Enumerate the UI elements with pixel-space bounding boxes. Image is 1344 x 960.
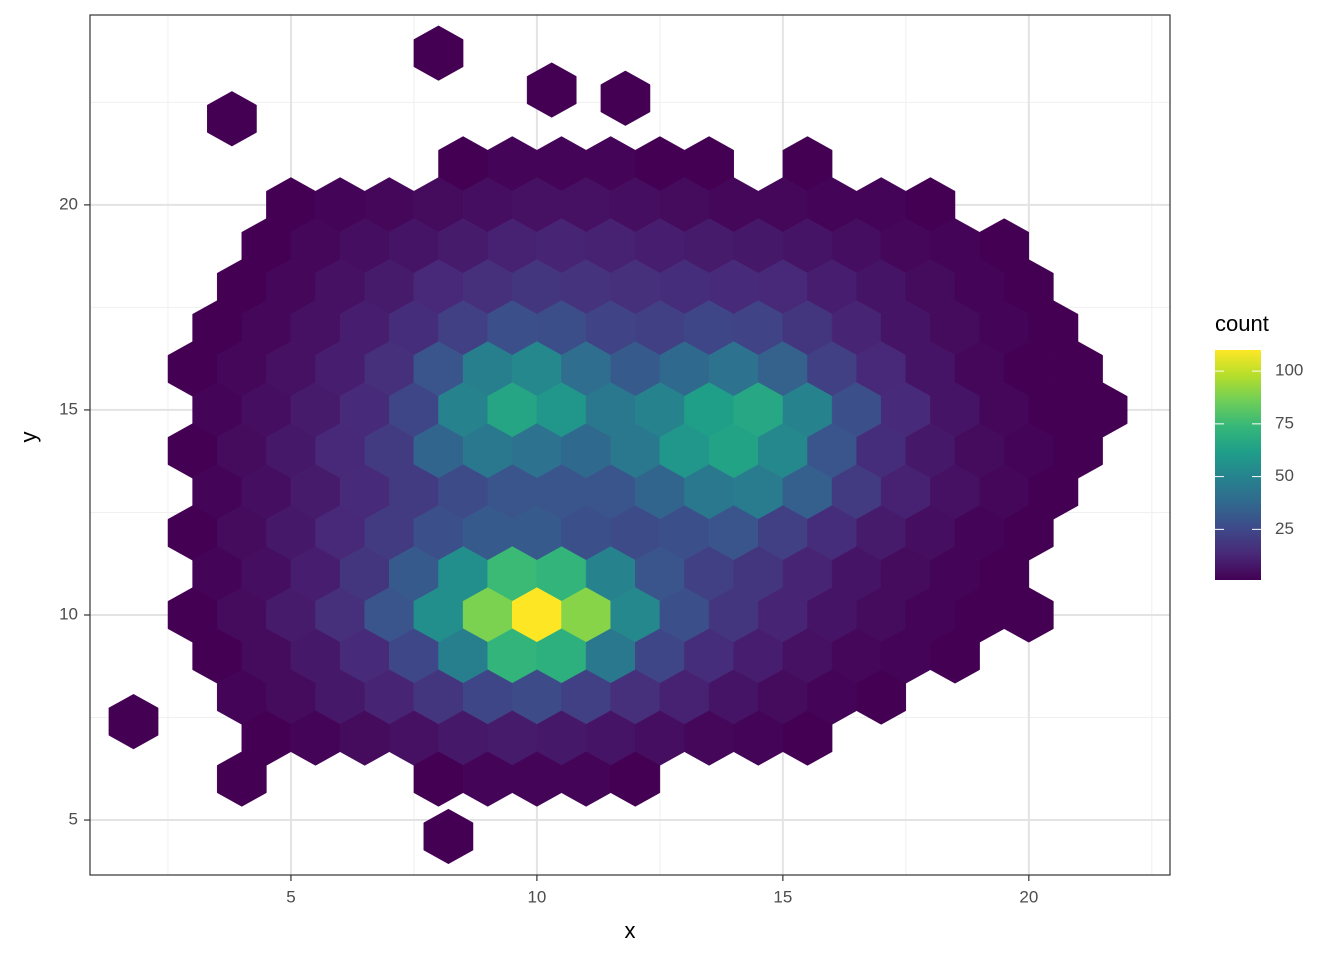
legend-title: count	[1215, 311, 1269, 336]
hex	[207, 91, 257, 147]
x-axis-title: x	[625, 918, 636, 943]
legend-tick-label: 25	[1275, 519, 1294, 538]
legend-tick-label: 100	[1275, 361, 1303, 380]
x-tick-label: 10	[527, 887, 546, 906]
y-tick-label: 20	[59, 194, 78, 213]
y-tick-label: 15	[59, 399, 78, 418]
hex	[930, 628, 980, 684]
x-tick-label: 15	[773, 887, 792, 906]
axes: 5 10 15 20 5 10 15 20	[59, 194, 1038, 906]
hex	[1003, 587, 1054, 643]
legend-tick-label: 75	[1275, 413, 1294, 432]
hex	[108, 694, 159, 750]
x-tick-label: 20	[1019, 887, 1038, 906]
hex	[423, 808, 474, 865]
hex	[856, 669, 907, 725]
hex	[600, 70, 651, 126]
y-tick-label: 10	[59, 604, 78, 623]
hex	[610, 751, 661, 807]
y-tick-label: 5	[69, 810, 78, 829]
hex	[216, 751, 267, 807]
x-tick-label: 5	[286, 887, 295, 906]
hex	[782, 710, 833, 766]
y-axis-title: y	[16, 432, 41, 443]
hex	[413, 25, 464, 81]
legend: 25 50 75 100	[1215, 361, 1303, 538]
legend-tick-label: 50	[1275, 466, 1294, 485]
panel-border	[89, 14, 1171, 876]
hex	[526, 62, 577, 118]
hexes	[108, 25, 1128, 865]
colorbar	[1215, 350, 1261, 580]
